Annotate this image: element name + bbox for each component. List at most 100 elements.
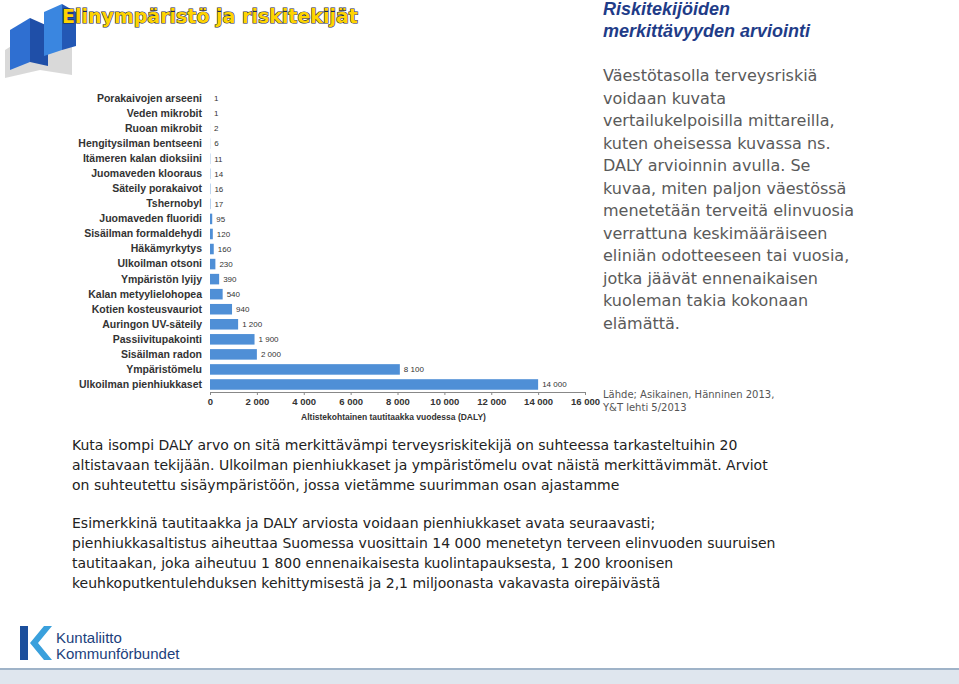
x-tick: 12 000 (477, 392, 506, 407)
body-text: tautitaakan, joka aiheutuu 1 800 ennenai… (72, 555, 673, 571)
x-tick-mark (351, 392, 352, 395)
heading: merkittävyyden arviointi (603, 21, 811, 41)
data-label: 6 (214, 139, 219, 148)
y-tick: Tshernobyl (146, 197, 202, 209)
data-label: 1 (214, 94, 219, 103)
bar (210, 123, 211, 134)
intro-text: Väestötasolla terveysriskiä (603, 66, 817, 85)
x-tick-mark (491, 392, 492, 395)
data-label: 1 200 (242, 320, 263, 329)
body-text: Kuta isompi DALY arvo on sitä merkittävä… (72, 437, 737, 453)
x-axis: 02 0004 0006 0008 00010 00012 00014 0001… (208, 392, 600, 407)
data-label: 2 (214, 124, 219, 133)
body-text: pienhiukkasaltistus aiheuttaa Suomessa v… (72, 535, 776, 551)
y-tick-label: Veden mikrobit (127, 107, 203, 119)
y-axis: Porakaivojen arseeni Veden mikrobit Ruoan … (78, 92, 202, 390)
bar (210, 184, 211, 195)
x-tick-label: 6 000 (339, 396, 363, 407)
x-tick-mark (398, 392, 399, 395)
bar (210, 153, 211, 164)
slide: Elinympäristö ja riskitekijät Riskitekijö… (0, 0, 959, 684)
intro-text: DALY arvioinnin avulla. Se (603, 156, 810, 175)
data-label: 230 (219, 260, 233, 269)
footer-line (0, 668, 959, 670)
bar (210, 214, 212, 225)
bar (210, 304, 232, 315)
x-tick-label: 14 000 (524, 396, 553, 407)
data-label: 940 (236, 305, 250, 314)
x-tick-label: 16 000 (571, 396, 600, 407)
data-labels: 112611141617951201602303905409401 2001 9… (214, 94, 567, 389)
y-tick: Auringon UV-säteily (102, 318, 202, 330)
logo-shape (30, 626, 52, 660)
chart: 0 2 000 4 000 6 000 8 000 10 000 12 000 14 000 1… (78, 92, 600, 422)
x-tick: 6 000 (339, 392, 363, 407)
data-label: 14 (214, 170, 223, 179)
intro-text: elämättä. (603, 314, 680, 333)
logo-text: Kommunförbundet (56, 645, 180, 662)
x-tick-mark (444, 392, 445, 395)
y-tick-label: Säteily porakaivot (112, 182, 202, 194)
y-tick-label: Kalan metyylielohopea (88, 288, 202, 300)
background (0, 0, 959, 684)
data-label: 11 (214, 155, 223, 164)
logo-text: Kuntaliitto (56, 629, 122, 646)
data-label: 1 900 (259, 335, 280, 344)
y-tick: Hengitysilman bentseeni (78, 137, 202, 149)
data-label: 14 000 (542, 380, 567, 389)
bar (210, 169, 211, 180)
intro-text: voidaan kuvata (603, 89, 726, 108)
x-tick-label: 0 (208, 396, 213, 407)
intro-text: kuvaa, miten paljon väestössä (603, 179, 846, 198)
bar (210, 229, 213, 240)
bar (210, 93, 211, 104)
x-tick: 10 000 (430, 392, 459, 407)
x-tick: 8 000 (386, 392, 410, 407)
y-tick: Häkämyrkytys (131, 242, 202, 254)
heading: Riskitekijöiden (603, 0, 730, 19)
x-tick-mark (585, 392, 586, 395)
data-label: 160 (218, 245, 232, 254)
y-tick: Ulkoilman otsoni (117, 257, 202, 269)
y-tick: Juomaveden fluoridi (99, 212, 202, 224)
y-tick: Porakaivojen arseeni (97, 92, 202, 104)
body-text: keuhkoputkentulehduksen kehittymisestä j… (72, 575, 660, 591)
bar (210, 364, 400, 375)
logo: KuntaliittoKommunförbundet (20, 626, 180, 662)
data-label: 2 000 (261, 350, 282, 359)
x-tick: 14 000 (524, 392, 553, 407)
y-tick-label: Ympäristömelu (126, 363, 202, 375)
x-tick-mark (257, 392, 258, 395)
data-label: 8 100 (404, 365, 425, 374)
y-tick: Ruoan mikrobit (125, 122, 203, 134)
y-tick-label: Sisäilman formaldehydi (84, 227, 202, 239)
bar (210, 138, 211, 149)
y-tick-label: Hengitysilman bentseeni (78, 137, 202, 149)
x-axis-title: Altistekohtainen tautitaakka vuodessa (D… (301, 412, 486, 422)
x-tick-label: 8 000 (386, 396, 410, 407)
y-tick: Ympäristömelu (126, 363, 202, 375)
source-text: Y&T lehti 5/2013 (602, 402, 687, 413)
body-text: Esimerkkinä tautitaakka ja DALY arviosta… (72, 515, 655, 531)
y-tick-label: Häkämyrkytys (131, 242, 202, 254)
y-tick-label: Sisäilman radon (121, 348, 202, 360)
y-tick: Sisäilman radon (121, 348, 202, 360)
x-tick-mark (304, 392, 305, 395)
y-tick-label: Juomaveden fluoridi (99, 212, 202, 224)
bars (210, 93, 538, 389)
x-tick-label: 10 000 (430, 396, 459, 407)
icon-shape (44, 4, 62, 56)
y-tick-label: Itämeren kalan dioksiini (83, 152, 202, 164)
y-tick-label: Juomaveden klooraus (91, 167, 202, 179)
y-tick-label: Tshernobyl (146, 197, 202, 209)
y-tick: Säteily porakaivot (112, 182, 202, 194)
slide-title: Elinympäristö ja riskitekijät (62, 5, 358, 27)
bar (210, 319, 238, 330)
x-tick: 4 000 (292, 392, 316, 407)
y-tick-label: Ulkoilman otsoni (117, 257, 202, 269)
y-tick: Itämeren kalan dioksiini (83, 152, 202, 164)
intro-text: eliniän odotteeseen tai vuosia, (603, 246, 849, 265)
data-label: 95 (216, 215, 225, 224)
y-tick-label: Kotien kosteusvauriot (92, 303, 203, 315)
bar (210, 274, 219, 285)
